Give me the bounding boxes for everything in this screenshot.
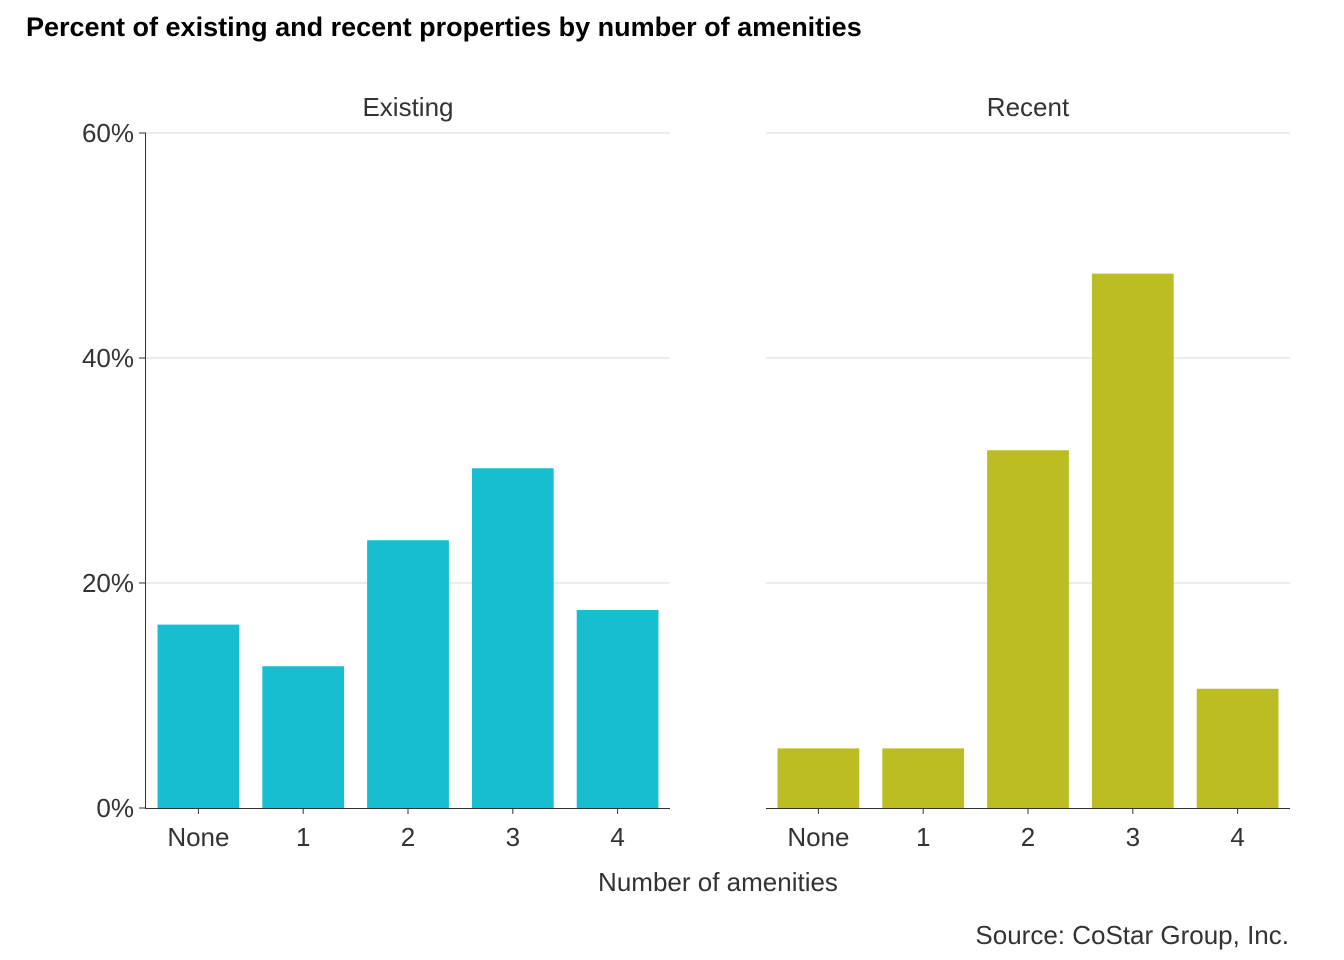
bar-existing-2: [367, 540, 449, 808]
x-tick-label: 3: [1126, 822, 1140, 852]
bar-existing-4: [576, 610, 659, 808]
source-note: Source: CoStar Group, Inc.: [975, 920, 1289, 950]
x-tick-label: 3: [506, 822, 520, 852]
chart-title: Percent of existing and recent propertie…: [26, 12, 862, 42]
bar-existing-3: [471, 468, 554, 808]
x-tick-label: 2: [401, 822, 415, 852]
panel-title-recent: Recent: [987, 92, 1070, 122]
x-tick-label: 2: [1021, 822, 1035, 852]
x-tick-label: None: [167, 822, 229, 852]
bars: [157, 273, 1279, 808]
y-tick-label: 60%: [82, 118, 134, 148]
bar-recent-3: [1091, 273, 1174, 808]
x-tick-label: 4: [610, 822, 624, 852]
bar-existing-none: [157, 624, 240, 808]
x-tick-label: 4: [1230, 822, 1244, 852]
panel-title-existing: Existing: [362, 92, 453, 122]
bar-recent-2: [987, 450, 1069, 808]
x-tick-label: 1: [916, 822, 930, 852]
y-tick-label: 40%: [82, 343, 134, 373]
y-tick-label: 20%: [82, 568, 134, 598]
axes: [139, 132, 1290, 814]
x-tick-label: 1: [296, 822, 310, 852]
bar-recent-4: [1196, 688, 1279, 808]
x-axis-title: Number of amenities: [598, 867, 838, 897]
bar-recent-1: [882, 748, 965, 808]
bar-recent-none: [777, 748, 860, 808]
bar-existing-1: [262, 666, 345, 808]
x-tick-label: None: [787, 822, 849, 852]
y-tick-label: 0%: [96, 793, 134, 823]
